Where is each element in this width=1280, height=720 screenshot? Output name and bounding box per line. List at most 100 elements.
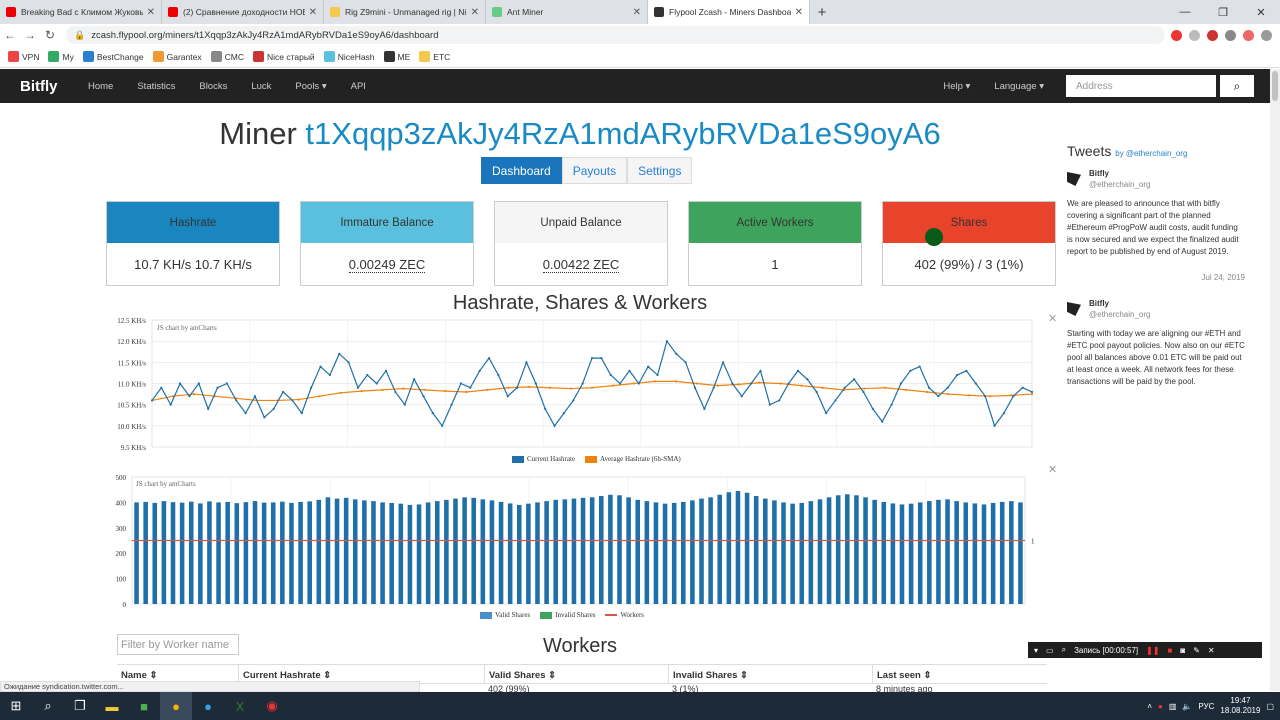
nav-luck[interactable]: Luck bbox=[251, 80, 272, 92]
chrome-icon[interactable]: ● bbox=[160, 692, 192, 720]
address-search-input[interactable]: Address bbox=[1066, 75, 1216, 97]
camera-icon[interactable]: ◙ bbox=[1180, 645, 1186, 655]
tab-dashboard[interactable]: Dashboard bbox=[481, 157, 562, 184]
nav-statistics[interactable]: Statistics bbox=[137, 80, 176, 92]
bookmark-item[interactable]: Nice старый bbox=[252, 51, 315, 62]
data-point bbox=[169, 403, 172, 406]
zoom-icon[interactable]: ⌕ bbox=[1061, 645, 1067, 654]
tweet[interactable]: Bitfly @etherchain_org Starting with toda… bbox=[1061, 292, 1251, 396]
brand-logo[interactable]: Bitfly bbox=[20, 77, 58, 95]
extension-icon[interactable] bbox=[1207, 29, 1218, 41]
search-icon[interactable]: ⌕ bbox=[44, 698, 52, 713]
browser-tab[interactable]: Flypool Zcash - Miners Dashboard ✕ bbox=[648, 0, 810, 24]
store-icon[interactable]: ■ bbox=[140, 698, 148, 714]
url-field[interactable]: 🔒 zcash.flypool.org/miners/t1Xqqp3zAkJy4… bbox=[66, 26, 1165, 44]
file-explorer-icon[interactable]: ▬ bbox=[105, 698, 119, 714]
bookmark-item[interactable]: VPN bbox=[8, 51, 39, 62]
th-name[interactable]: Name ⇕ bbox=[121, 670, 158, 681]
legend-item[interactable]: Current Hashrate bbox=[512, 455, 575, 463]
bookmark-item[interactable]: My bbox=[48, 51, 74, 62]
stop-icon[interactable]: ■ bbox=[1167, 645, 1173, 655]
adblock-icon[interactable] bbox=[1171, 29, 1182, 41]
data-point bbox=[1030, 392, 1034, 396]
minimize-icon[interactable]: — bbox=[1179, 6, 1191, 18]
close-icon[interactable]: ✕ bbox=[794, 6, 803, 18]
close-icon[interactable]: ✕ bbox=[146, 6, 155, 18]
close-chart-icon[interactable]: ✕ bbox=[1048, 313, 1058, 325]
clock[interactable]: 19:47 18.08.2019 bbox=[1220, 696, 1260, 716]
data-point bbox=[394, 390, 397, 394]
extension-icon[interactable] bbox=[1243, 29, 1254, 41]
tweet[interactable]: Bitfly @etherchain_org We are pleased to … bbox=[1061, 162, 1251, 292]
legend-item[interactable]: Valid Shares bbox=[480, 611, 530, 619]
legend-label: Invalid Shares bbox=[555, 611, 596, 619]
close-icon[interactable]: ✕ bbox=[632, 6, 641, 18]
tab-payouts[interactable]: Payouts bbox=[561, 157, 628, 184]
recorder-icon[interactable]: ◉ bbox=[266, 698, 278, 713]
star-icon[interactable] bbox=[1189, 29, 1200, 41]
legend-item[interactable]: Invalid Shares bbox=[540, 611, 595, 619]
tab-settings[interactable]: Settings bbox=[627, 157, 693, 184]
volume-icon[interactable]: 🔈 bbox=[1182, 701, 1193, 711]
menu-icon[interactable] bbox=[1261, 29, 1272, 41]
search-button[interactable]: ⌕ bbox=[1220, 75, 1254, 97]
reload-icon[interactable]: ↻ bbox=[44, 28, 56, 42]
close-icon[interactable]: ✕ bbox=[1207, 645, 1215, 655]
close-chart-icon[interactable]: ✕ bbox=[1048, 464, 1058, 476]
browser-tab[interactable]: Ant Miner ✕ bbox=[486, 0, 648, 24]
close-icon[interactable]: ✕ bbox=[308, 6, 317, 18]
nav-language[interactable]: Language ▾ bbox=[994, 80, 1044, 92]
forward-icon[interactable]: → bbox=[24, 28, 36, 42]
tweet-date[interactable]: Jul 24, 2019 bbox=[1201, 273, 1245, 282]
workers-title: Workers bbox=[542, 635, 618, 657]
bookmark-item[interactable]: NiceHash bbox=[323, 51, 375, 62]
profile-icon[interactable] bbox=[1225, 29, 1236, 41]
data-point bbox=[1012, 395, 1015, 398]
scrollbar-thumb[interactable] bbox=[1272, 71, 1278, 101]
tray-record-icon[interactable]: ● bbox=[1157, 701, 1163, 711]
close-icon[interactable]: ✕ bbox=[470, 6, 479, 18]
bookmark-item[interactable]: Garantex bbox=[152, 51, 202, 62]
tweets-by[interactable]: by @etherchain_org bbox=[1115, 149, 1188, 158]
legend-item[interactable]: Average Hashrate (6h-SMA) bbox=[585, 455, 681, 463]
nav-api[interactable]: API bbox=[350, 80, 366, 92]
data-point bbox=[431, 412, 434, 415]
th-valid-shares[interactable]: Valid Shares ⇕ bbox=[484, 665, 668, 683]
bookmark-item[interactable]: ME bbox=[383, 51, 410, 62]
nav-blocks[interactable]: Blocks bbox=[199, 80, 228, 92]
bookmark-item[interactable]: BestChange bbox=[82, 51, 144, 62]
browser-tab[interactable]: (2) Сравнение доходности НОВ ✕ bbox=[162, 0, 324, 24]
language-indicator[interactable]: РУС bbox=[1198, 701, 1215, 711]
task-view-icon[interactable]: ❐ bbox=[74, 698, 86, 713]
nav-home[interactable]: Home bbox=[88, 80, 114, 92]
browser-tab[interactable]: Rig Z9mini - Unmanaged rig | Ni ✕ bbox=[324, 0, 486, 24]
th-current-hashrate[interactable]: Current Hashrate ⇕ bbox=[238, 665, 484, 683]
nav-pools[interactable]: Pools ▾ bbox=[295, 80, 327, 92]
back-icon[interactable]: ← bbox=[4, 28, 16, 42]
browser-tab[interactable]: Breaking Bad с Климом Жуковым ✕ bbox=[0, 0, 162, 24]
maximize-icon[interactable]: ❐ bbox=[1218, 6, 1228, 19]
pen-icon[interactable]: ✎ bbox=[1193, 645, 1200, 655]
data-point bbox=[947, 392, 950, 396]
excel-icon[interactable]: X bbox=[235, 698, 245, 714]
windows-start-icon[interactable]: ⊞ bbox=[10, 698, 22, 713]
tray-expand-icon[interactable]: ˄ bbox=[1147, 701, 1152, 711]
page-scrollbar[interactable] bbox=[1270, 69, 1280, 691]
telegram-icon[interactable]: ● bbox=[204, 698, 212, 714]
pause-icon[interactable]: ❚❚ bbox=[1146, 645, 1160, 655]
notifications-icon[interactable]: ▢ bbox=[1266, 701, 1274, 711]
nav-help[interactable]: Help ▾ bbox=[943, 80, 971, 92]
legend-item[interactable]: Workers bbox=[605, 611, 644, 619]
th-invalid-shares[interactable]: Invalid Shares ⇕ bbox=[668, 665, 872, 683]
window-controls: — ❐ ✕ bbox=[1166, 0, 1280, 24]
th-last-seen[interactable]: Last seen ⇕ bbox=[872, 665, 1047, 683]
bookmark-item[interactable]: CMC bbox=[210, 51, 244, 62]
new-tab-icon[interactable]: + bbox=[817, 3, 827, 21]
bookmark-item[interactable]: ETC bbox=[419, 51, 450, 62]
right-axis-label: 1 bbox=[1031, 538, 1035, 546]
window-icon[interactable]: ▭ bbox=[1046, 645, 1054, 655]
worker-filter-input[interactable]: Filter by Worker name bbox=[117, 634, 239, 655]
chevron-down-icon[interactable]: ▾ bbox=[1034, 645, 1039, 655]
network-icon[interactable]: ▥ bbox=[1168, 701, 1177, 711]
close-window-icon[interactable]: ✕ bbox=[1256, 6, 1266, 19]
